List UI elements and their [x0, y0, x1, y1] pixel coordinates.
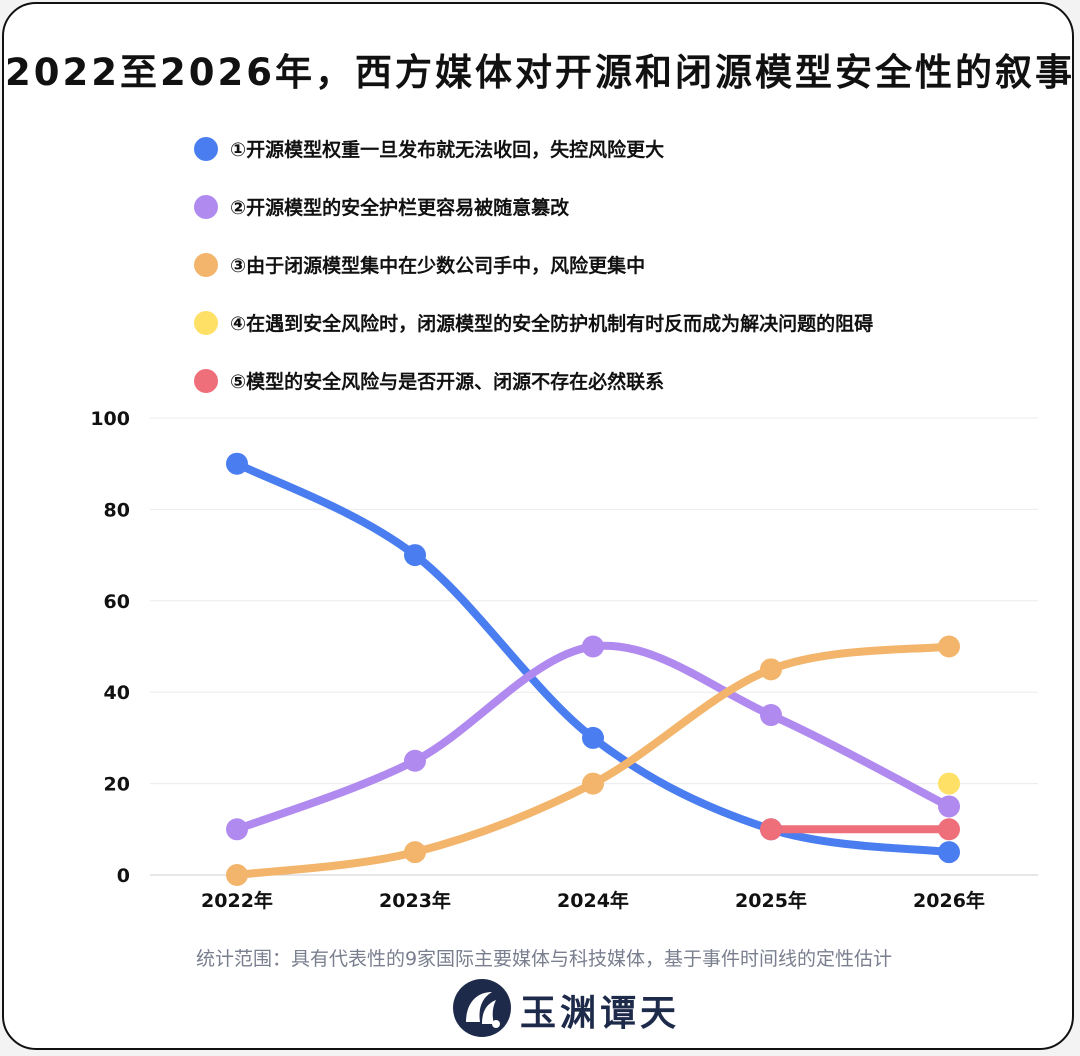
data-point: [760, 818, 782, 841]
legend-marker: [194, 137, 218, 161]
grid-lines: [150, 417, 1038, 876]
data-point: [938, 841, 960, 864]
legend-label: ④在遇到安全风险时，闭源模型的安全防护机制有时反而成为解决问题的阻碍: [230, 313, 874, 335]
legend-marker: [194, 369, 218, 393]
y-axis-ticks: 0 20 40 60 80 100: [90, 408, 130, 887]
data-points: [226, 452, 960, 886]
data-point: [760, 658, 782, 681]
y-tick-label: 20: [104, 774, 130, 796]
source-note: 统计范围：具有代表性的9家国际主要媒体与科技媒体，基于事件时间线的定性估计: [195, 948, 893, 970]
series-lines: [233, 459, 953, 879]
x-tick-label: 2025年: [735, 889, 807, 912]
data-point: [582, 772, 604, 795]
data-point: [582, 726, 604, 749]
legend-marker: [194, 253, 218, 277]
data-point: [404, 749, 426, 772]
data-point: [226, 452, 248, 475]
legend-label: ③由于闭源模型集中在少数公司手中，风险更集中: [230, 255, 646, 277]
x-tick-label: 2024年: [557, 889, 629, 912]
data-point: [938, 795, 960, 818]
legend-label: ⑤模型的安全风险与是否开源、闭源不存在必然联系: [230, 371, 665, 393]
data-point: [226, 864, 248, 886]
brand-name: 玉渊谭天: [520, 992, 681, 1034]
legend-label: ①开源模型权重一旦发布就无法收回，失控风险更大: [230, 139, 665, 161]
data-point: [582, 635, 604, 658]
y-tick-label: 0: [117, 865, 130, 887]
data-point: [226, 818, 248, 841]
brand-logo-icon: [453, 979, 511, 1037]
data-point: [938, 818, 960, 841]
plot-area: 0 20 40 60 80 100 2022年 2023年 2024年 2025年 2026年: [90, 408, 1038, 912]
data-point: [760, 704, 782, 727]
data-point: [938, 772, 960, 795]
x-axis-ticks: 2022年 2023年 2024年 2025年 2026年: [201, 889, 985, 912]
x-tick-label: 2026年: [913, 889, 985, 912]
x-tick-label: 2023年: [379, 889, 451, 912]
brand: 玉渊谭天: [452, 976, 692, 1040]
legend-label: ②开源模型的安全护栏更容易被随意篡改: [230, 197, 570, 219]
legend-marker: [194, 195, 218, 219]
chart-title: 2022至2026年，西方媒体对开源和闭源模型安全性的叙事: [5, 51, 1075, 94]
y-tick-label: 60: [104, 591, 130, 613]
y-tick-label: 100: [90, 408, 130, 430]
data-point: [404, 841, 426, 864]
legend-marker: [194, 311, 218, 335]
data-point: [404, 544, 426, 567]
x-tick-label: 2022年: [201, 889, 273, 912]
data-point: [938, 635, 960, 658]
y-tick-label: 40: [104, 682, 130, 704]
y-tick-label: 80: [104, 499, 130, 521]
